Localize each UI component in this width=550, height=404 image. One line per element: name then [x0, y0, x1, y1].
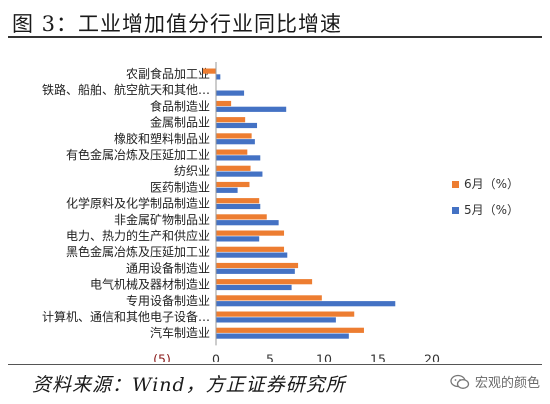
bar-june	[216, 133, 252, 139]
x-tick-label: 15	[370, 351, 386, 362]
category-label: 电力、热力的生产和供应业	[66, 228, 210, 243]
bar-june	[216, 214, 267, 220]
bar-june	[216, 117, 246, 123]
bar-may	[216, 74, 221, 80]
bar-june	[216, 246, 285, 252]
wechat-icon	[450, 374, 470, 389]
bar-june	[203, 68, 216, 74]
bar-june	[216, 311, 355, 317]
bar-may	[216, 171, 263, 177]
bar-june	[216, 327, 364, 333]
bar-may	[216, 333, 349, 339]
bar-may	[216, 203, 261, 210]
bar-may	[216, 317, 336, 323]
bar-may	[216, 252, 288, 258]
bar-may	[216, 268, 295, 274]
category-label: 医药制造业	[150, 180, 210, 194]
category-label: 有色金属冶炼及压延加工业	[66, 147, 210, 162]
bar-june	[216, 295, 322, 301]
bar-may	[216, 90, 245, 96]
category-label: 纺织业	[174, 164, 210, 178]
bar-june	[216, 262, 299, 269]
bar-chart: 农副食品加工业铁路、船舶、航空航天和其他…食品制造业金属制品业橡胶和塑料制品业有…	[42, 62, 519, 362]
x-tick-label: 5	[266, 351, 274, 362]
category-label: 电气机械及器材制造业	[90, 277, 210, 292]
x-tick-label: 10	[316, 351, 332, 362]
watermark: 宏观的颜色	[450, 372, 540, 391]
category-label: 计算机、通信和其他电子设备…	[42, 309, 210, 324]
bar-june	[216, 181, 250, 188]
category-label: 通用设备制造业	[126, 261, 210, 275]
bar-may	[216, 122, 258, 129]
bar-may	[216, 106, 287, 112]
bar-may	[216, 301, 396, 307]
x-tick-label: (5)	[153, 351, 171, 362]
category-label: 汽车制造业	[150, 325, 210, 340]
bar-may	[216, 220, 279, 226]
bar-june	[216, 100, 232, 107]
footer-rule	[8, 364, 542, 365]
legend-swatch	[452, 181, 459, 188]
category-label: 农副食品加工业	[126, 66, 210, 81]
title-rule	[8, 36, 542, 38]
bar-june	[216, 198, 260, 204]
category-label: 化学原料及化学制品制造业	[66, 196, 210, 211]
category-label: 非金属矿物制品业	[114, 212, 210, 227]
bar-june	[216, 279, 313, 285]
source-note: 资料来源：Wind，方正证券研究所	[32, 374, 346, 396]
bar-may	[216, 139, 255, 145]
bar-june	[216, 230, 285, 236]
category-label: 黑色金属冶炼及压延加工业	[66, 244, 210, 259]
bar-june	[216, 149, 248, 155]
category-label: 金属制品业	[150, 115, 210, 130]
bar-june	[216, 165, 251, 171]
bar-may	[216, 187, 238, 193]
legend-label: 5月（%）	[464, 203, 519, 217]
bar-may	[216, 155, 261, 161]
category-label: 专用设备制造业	[126, 293, 210, 308]
bar-may	[216, 236, 260, 242]
bar-may	[216, 284, 292, 291]
category-label: 食品制造业	[150, 98, 210, 113]
x-tick-label: 0	[212, 351, 220, 362]
category-label: 橡胶和塑料制品业	[114, 131, 210, 146]
x-tick-label: 20	[424, 351, 440, 362]
legend-label: 6月（%）	[464, 177, 519, 191]
chart-title: 图 3：工业增加值分行业同比增速	[12, 12, 343, 36]
legend-swatch	[452, 207, 459, 214]
watermark-label: 宏观的颜色	[474, 376, 540, 391]
category-label: 铁路、船舶、航空航天和其他…	[42, 82, 210, 97]
